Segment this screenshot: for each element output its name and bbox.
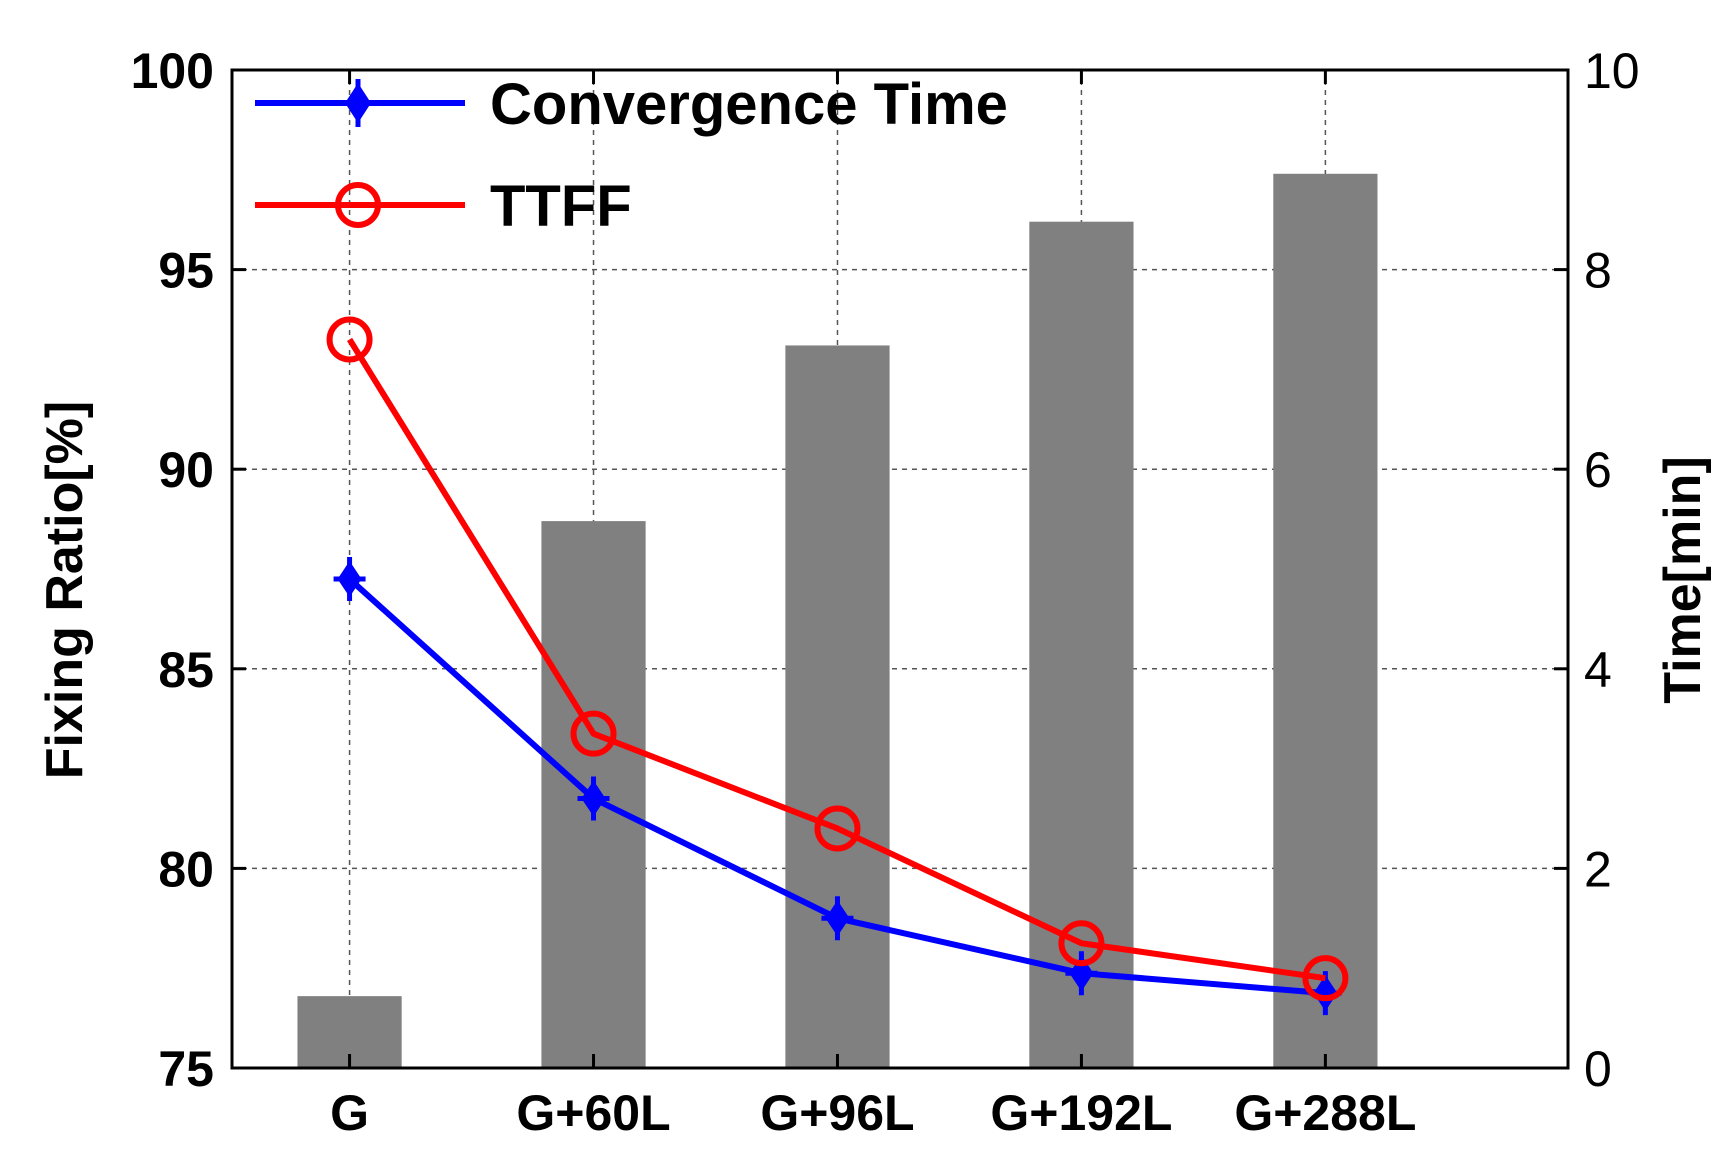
legend-label-ttff: TTFF	[490, 174, 632, 239]
x-tick-label: G	[330, 1085, 369, 1141]
bars	[297, 173, 1378, 1069]
right-tick-label: 8	[1584, 243, 1612, 299]
x-tick-label: G+96L	[760, 1085, 914, 1141]
bar-fixing-ratio	[785, 345, 890, 1068]
tick-labels: 75 80 85 90 95 100 0 2 4 6 8 10 G G+60L G+96L G+192L G+2…	[131, 43, 1640, 1141]
x-tick-label: G+288L	[1234, 1085, 1416, 1141]
point-convergence-time	[333, 556, 366, 601]
right-tick-label: 2	[1584, 841, 1612, 897]
bar-fixing-ratio	[1273, 173, 1378, 1069]
x-tick-label: G+60L	[516, 1085, 670, 1141]
axis-ticks	[232, 68, 1568, 1070]
left-tick-label: 80	[158, 841, 214, 897]
series-line-ttff	[347, 337, 1326, 982]
right-tick-label: 10	[1584, 43, 1640, 99]
left-axis-title: Fixing Ratio[%]	[36, 401, 94, 779]
point-ttff	[1058, 920, 1105, 967]
point-ttff	[1302, 955, 1349, 1002]
point-convergence-time	[577, 776, 610, 821]
point-ttff	[326, 316, 373, 363]
left-tick-label: 100	[131, 43, 214, 99]
x-tick-label: G+192L	[990, 1085, 1172, 1141]
left-tick-label: 75	[158, 1041, 214, 1097]
left-tick-label: 85	[158, 642, 214, 698]
lines	[326, 316, 1349, 1016]
right-axis-title: Time[min]	[1654, 456, 1712, 704]
point-ttff	[814, 805, 861, 852]
left-tick-label: 95	[158, 243, 214, 299]
legend: Convergence Time TTFF	[255, 72, 1008, 239]
legend-marker-convergence	[342, 79, 374, 127]
left-tick-label: 90	[158, 442, 214, 498]
point-convergence-time	[821, 896, 854, 941]
plot-frame	[230, 68, 1570, 1070]
right-tick-label: 6	[1584, 442, 1612, 498]
point-ttff	[570, 710, 617, 757]
legend-label-convergence: Convergence Time	[490, 72, 1008, 137]
legend-marker-ttff	[335, 182, 381, 228]
right-tick-label: 0	[1584, 1041, 1612, 1097]
right-tick-label: 4	[1584, 642, 1612, 698]
